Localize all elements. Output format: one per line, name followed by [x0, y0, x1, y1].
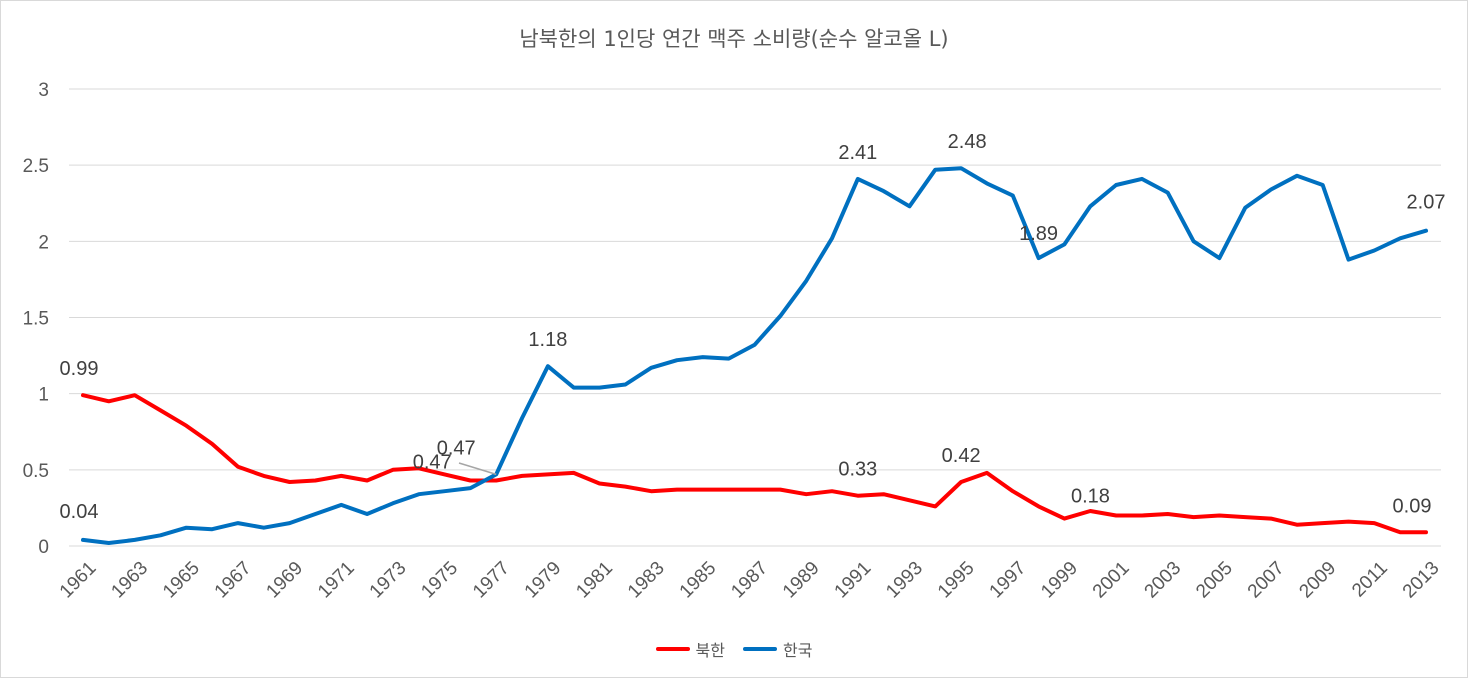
- x-tick-label: 1963: [107, 558, 152, 603]
- leader-line: [458, 462, 497, 476]
- x-tick-label: 1995: [934, 558, 979, 603]
- data-label: 0.33: [838, 459, 877, 481]
- x-tick-label: 1965: [159, 558, 204, 603]
- x-tick-label: 1973: [366, 558, 411, 603]
- data-label: 2.48: [948, 131, 987, 153]
- data-label: 1.89: [1019, 223, 1058, 245]
- legend-label-north: 북한: [695, 641, 725, 660]
- y-tick-label: 2: [38, 232, 49, 253]
- legend-item-north: 북한: [655, 637, 725, 661]
- x-tick-label: 1991: [831, 558, 876, 603]
- legend-label-south: 한국: [783, 641, 813, 660]
- legend-item-south: 한국: [743, 637, 812, 661]
- legend-swatch-north: [655, 647, 690, 651]
- y-tick-label: 0.5: [23, 461, 49, 482]
- data-label: 0.18: [1071, 486, 1110, 508]
- x-tick-label: 2003: [1141, 558, 1186, 603]
- x-tick-label: 1987: [727, 558, 772, 603]
- x-tick-label: 1977: [469, 558, 514, 603]
- data-label: 0.99: [60, 358, 99, 380]
- x-tick-label: 2011: [1348, 558, 1392, 602]
- y-tick-label: 1.5: [23, 309, 49, 330]
- x-tick-label: 1969: [262, 558, 307, 603]
- y-tick-label: 1: [38, 385, 49, 406]
- y-tick-label: 3: [38, 80, 49, 101]
- chart-title: 남북한의 1인당 연간 맥주 소비량(순수 알코올 L): [519, 27, 949, 51]
- x-tick-label: 2013: [1399, 558, 1444, 603]
- series-line-north: [81, 393, 1428, 535]
- x-tick-label: 1985: [676, 558, 721, 603]
- x-tick-label: 1979: [521, 558, 566, 603]
- x-tick-label: 1981: [572, 558, 617, 603]
- legend-swatch-south: [743, 647, 777, 651]
- data-label: 0.42: [942, 445, 981, 467]
- legend: 북한 한국: [1, 637, 1467, 661]
- x-tick-label: 1961: [56, 558, 101, 603]
- data-label: 0.04: [60, 501, 99, 523]
- x-tick-label: 2007: [1244, 558, 1289, 603]
- x-tick-label: 1989: [779, 558, 824, 603]
- data-label: 0.47: [413, 451, 452, 473]
- x-tick-label: 1975: [417, 558, 462, 603]
- data-label: 0.47: [437, 437, 476, 459]
- x-tick-label: 1971: [314, 558, 359, 603]
- data-label: 2.41: [838, 142, 877, 164]
- x-tick-label: 2005: [1192, 558, 1237, 603]
- x-tick-label: 2001: [1089, 558, 1134, 603]
- y-tick-label: 0: [38, 537, 49, 558]
- x-tick-label: 1967: [211, 558, 256, 603]
- x-tick-label: 1993: [882, 558, 927, 603]
- series-line-south: [81, 166, 1428, 545]
- x-tick-label: 1983: [624, 558, 669, 603]
- x-tick-label: 1999: [1037, 558, 1082, 603]
- x-tick-label: 1997: [986, 558, 1031, 603]
- data-label: 2.07: [1407, 192, 1446, 214]
- x-tick-label: 2009: [1295, 558, 1340, 603]
- data-label: 0.09: [1393, 495, 1432, 517]
- data-label: 1.18: [528, 329, 567, 351]
- y-tick-label: 2.5: [23, 156, 49, 177]
